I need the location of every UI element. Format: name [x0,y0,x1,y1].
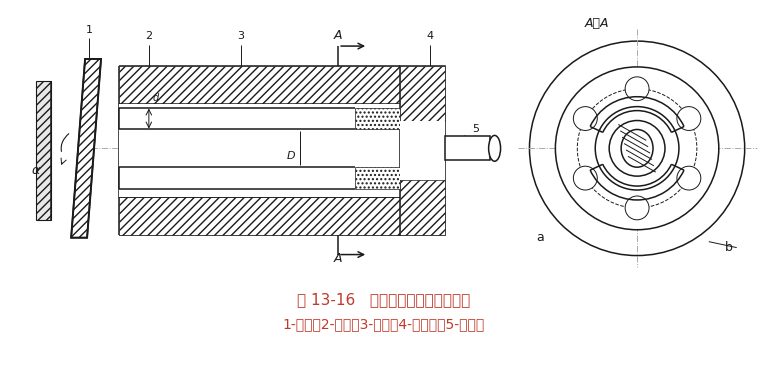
Bar [444,137,490,160]
Text: 5: 5 [472,125,479,135]
Bar [119,197,400,235]
Circle shape [595,107,679,190]
Text: a: a [537,231,544,244]
Bar [119,107,355,130]
Bar [400,180,444,235]
Text: D: D [287,151,295,161]
Circle shape [677,166,701,190]
Polygon shape [72,59,101,238]
Circle shape [625,77,649,100]
Bar [355,167,400,189]
Text: α: α [32,164,41,177]
Text: 1-斜盘；2-柱塞；3-缸体；4-配油盘；5-传动轴: 1-斜盘；2-柱塞；3-缸体；4-配油盘；5-传动轴 [283,317,485,331]
Text: A－A: A－A [585,17,610,30]
Text: 3: 3 [237,31,244,41]
Bar [400,66,444,121]
Circle shape [677,107,701,130]
Text: 4: 4 [426,31,434,41]
Circle shape [625,196,649,220]
Bar [119,104,400,197]
Text: d: d [153,93,159,103]
Text: 1: 1 [85,25,92,35]
Circle shape [574,107,598,130]
Text: A: A [334,29,342,42]
Bar [400,66,444,235]
Text: A: A [334,251,342,265]
Circle shape [530,41,744,256]
Circle shape [574,166,598,190]
Bar [355,107,400,130]
Text: b: b [725,241,733,254]
Polygon shape [36,81,52,220]
Circle shape [609,121,665,176]
Text: 2: 2 [145,31,152,41]
Bar [119,167,355,189]
Bar [119,66,400,104]
Ellipse shape [621,130,653,167]
Bar [400,121,444,180]
Text: 图 13-16   轴向柱塞泵的工作原理图: 图 13-16 轴向柱塞泵的工作原理图 [298,292,471,307]
Circle shape [555,67,719,230]
Ellipse shape [488,135,501,161]
